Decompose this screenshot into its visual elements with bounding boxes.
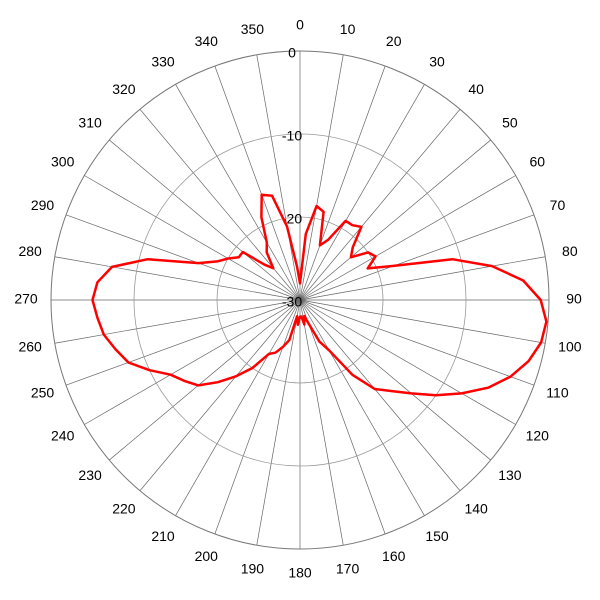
spoke (65, 299, 301, 386)
spoke (139, 299, 301, 491)
angle-label: 250 (31, 384, 55, 400)
r-tick-label: -30 (282, 294, 302, 310)
angle-label: 10 (340, 21, 356, 37)
spoke (299, 84, 425, 301)
angle-label: 320 (112, 81, 136, 97)
angle-label: 170 (336, 561, 360, 577)
spoke (299, 54, 344, 301)
angle-label: 60 (530, 154, 546, 170)
angle-label: 300 (51, 154, 75, 170)
spoke (299, 299, 386, 535)
ring (216, 216, 384, 384)
spoke (299, 299, 535, 386)
spoke (256, 299, 301, 546)
spoke (299, 299, 491, 461)
pattern-line (91, 193, 548, 397)
spoke (299, 65, 386, 301)
angle-label: 100 (558, 338, 582, 354)
angle-label: 340 (195, 33, 219, 49)
angle-label: 330 (151, 53, 175, 69)
spoke (84, 299, 301, 425)
spoke (299, 299, 516, 425)
spoke (299, 299, 344, 546)
angle-label: 50 (502, 115, 518, 131)
spoke (299, 109, 461, 301)
spoke (109, 139, 301, 301)
spoke (175, 299, 301, 516)
angle-label: 80 (562, 243, 578, 259)
angle-label: 280 (18, 243, 42, 259)
ring (50, 50, 550, 550)
spoke (214, 65, 301, 301)
angle-label: 130 (498, 467, 522, 483)
angle-label: 30 (429, 53, 445, 69)
spoke (214, 299, 301, 535)
angle-label: 270 (14, 291, 38, 307)
angle-label: 240 (51, 428, 75, 444)
angle-label: 230 (78, 467, 102, 483)
spoke (65, 214, 301, 301)
angle-label: 150 (425, 528, 449, 544)
spoke (54, 299, 301, 344)
r-tick-label: 0 (288, 45, 296, 61)
angle-label: 310 (78, 115, 102, 131)
spoke (299, 299, 461, 491)
spoke (299, 175, 516, 301)
r-tick-label: -10 (282, 128, 302, 144)
ring (133, 133, 467, 467)
r-tick-label: -20 (282, 211, 302, 227)
spoke (299, 139, 491, 301)
spoke (299, 214, 535, 301)
spoke (175, 84, 301, 301)
angle-label: 140 (464, 501, 488, 517)
spoke (84, 175, 301, 301)
angle-label: 110 (546, 384, 569, 400)
angle-label: 210 (151, 528, 175, 544)
angle-label: 190 (241, 561, 265, 577)
angle-label: 220 (112, 501, 136, 517)
angle-label: 290 (31, 197, 55, 213)
spoke (299, 256, 546, 301)
spoke (109, 299, 301, 461)
angle-label: 200 (195, 548, 219, 564)
angle-label: 0 (296, 17, 304, 33)
angle-label: 120 (526, 428, 550, 444)
spoke (54, 256, 301, 301)
angle-label: 180 (288, 565, 312, 581)
angle-label: 260 (18, 338, 42, 354)
angle-label: 40 (468, 81, 484, 97)
angle-label: 20 (386, 33, 402, 49)
spoke (299, 299, 425, 516)
angle-label: 350 (241, 21, 265, 37)
spoke (256, 54, 301, 301)
angle-label: 90 (566, 291, 582, 307)
angle-label: 70 (550, 197, 566, 213)
angle-label: 160 (382, 548, 406, 564)
spoke (299, 299, 546, 344)
